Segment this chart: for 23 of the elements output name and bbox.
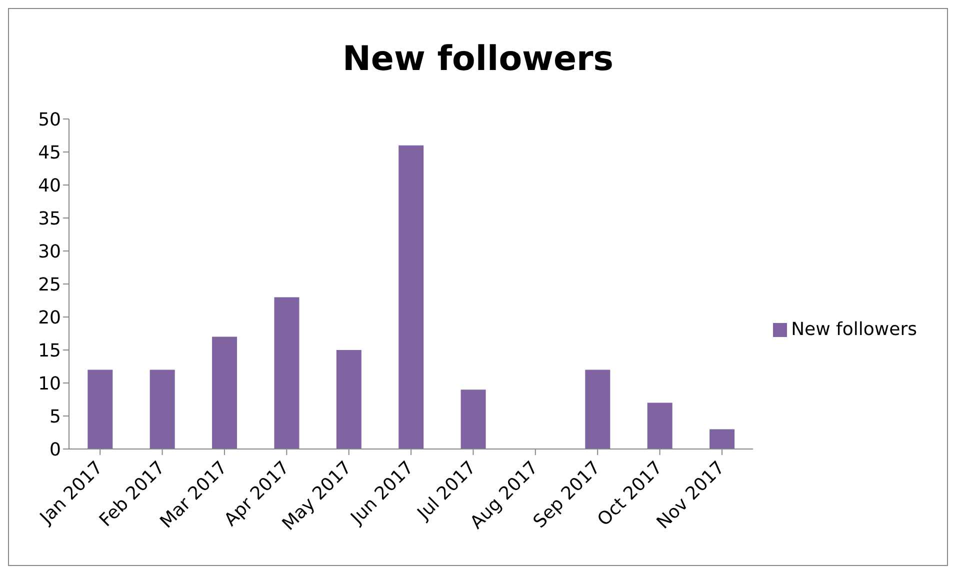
bar (150, 370, 175, 449)
y-tick-label: 25 (38, 274, 61, 296)
y-tick-label: 10 (38, 373, 61, 394)
bar (398, 145, 424, 449)
bar (88, 370, 113, 449)
legend-label: New followers (791, 318, 917, 340)
y-tick-label: 5 (50, 406, 61, 428)
y-tick-label: 35 (38, 208, 61, 230)
y-tick-label: 30 (38, 241, 61, 262)
y-tick-label: 0 (50, 439, 61, 460)
bar (647, 402, 672, 449)
y-tick-label: 45 (38, 142, 61, 164)
y-tick-label: 15 (38, 340, 61, 362)
bar (274, 297, 300, 449)
y-tick-label: 40 (38, 175, 61, 196)
bar (460, 390, 486, 449)
y-tick-label: 20 (38, 307, 61, 328)
chart-title: New followers (341, 39, 615, 81)
bar (585, 370, 610, 449)
bar (710, 429, 735, 449)
bar (212, 336, 238, 449)
bar (336, 350, 362, 449)
y-tick-label: 50 (38, 109, 61, 130)
